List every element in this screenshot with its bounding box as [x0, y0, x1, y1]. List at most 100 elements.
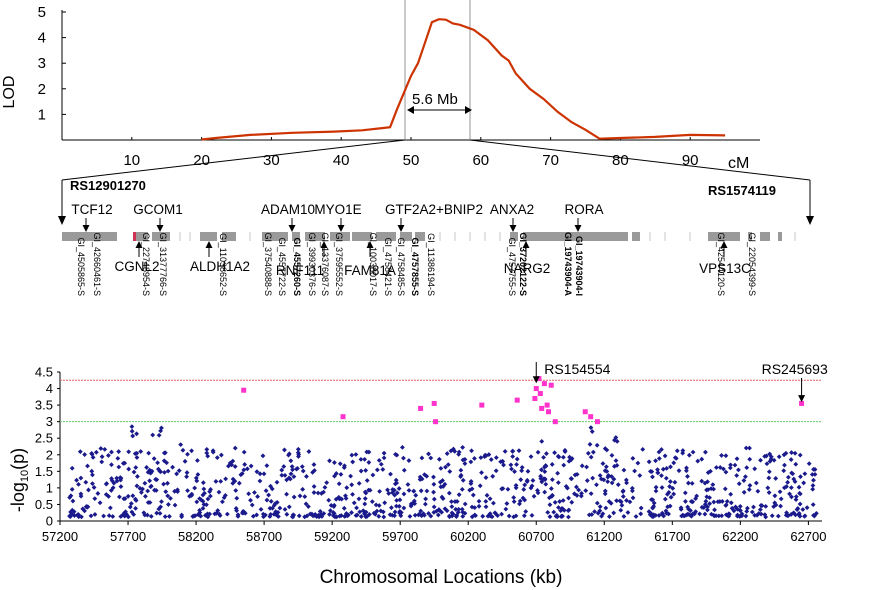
- background-snp-point: [632, 468, 638, 474]
- background-snp-point: [274, 479, 280, 485]
- chromosome-segment: [748, 232, 752, 241]
- background-snp-point: [126, 466, 132, 472]
- background-snp-point: [85, 463, 90, 469]
- snp-annotations: RS154554 RS245693: [532, 361, 828, 403]
- background-snp-point: [264, 463, 270, 469]
- gene-label-above: MYO1E: [314, 202, 361, 217]
- chromosome-segment: [292, 232, 300, 241]
- background-snp-point: [483, 475, 489, 480]
- background-snp-point: [542, 477, 548, 483]
- background-snp-point: [560, 498, 566, 503]
- probe-label: GI_37595552-S: [334, 232, 344, 296]
- background-snp-point: [561, 462, 567, 468]
- background-snp-point: [521, 487, 527, 492]
- background-snp-point: [444, 451, 450, 456]
- background-snp-point: [460, 477, 466, 483]
- background-snp-point: [363, 468, 369, 473]
- background-snp-point: [743, 513, 749, 519]
- background-snp-point: [798, 474, 803, 480]
- probe-label: GI_31377766-S: [158, 232, 168, 296]
- background-snp-point: [184, 470, 190, 475]
- background-snp-point: [566, 495, 571, 501]
- background-snp-point: [590, 475, 596, 481]
- background-snp-point: [242, 462, 248, 467]
- background-snp-point: [514, 456, 520, 462]
- background-snp-point: [732, 462, 738, 468]
- background-snp-point: [769, 513, 775, 519]
- background-snp-point: [781, 452, 787, 458]
- background-snp-point: [349, 482, 355, 488]
- background-snp-point: [70, 498, 76, 504]
- background-snp-point: [685, 511, 691, 517]
- background-snp-point: [440, 496, 446, 501]
- background-snp-point: [728, 500, 734, 506]
- background-snp-point: [282, 506, 288, 512]
- background-snp-point: [716, 513, 722, 519]
- background-snp-point: [132, 451, 138, 457]
- chromosome-bar: [62, 232, 796, 241]
- background-snp-point: [618, 499, 624, 505]
- background-snp-point: [744, 508, 750, 514]
- background-snp-point: [762, 512, 768, 518]
- background-snp-point: [147, 478, 153, 484]
- background-snp-point: [809, 472, 815, 477]
- background-snp-point: [423, 496, 429, 502]
- background-snp-point: [362, 489, 368, 495]
- background-snp-point: [401, 467, 407, 473]
- lod-x-tick-label: 40: [333, 152, 350, 169]
- background-snp-point: [788, 457, 794, 462]
- background-snp-point: [272, 501, 278, 506]
- probe-label: GI_22054399-S: [747, 232, 757, 296]
- background-snp-point: [734, 473, 740, 478]
- background-snp-point: [426, 451, 431, 457]
- background-snp-point: [726, 513, 732, 519]
- background-snp-point: [785, 479, 791, 485]
- background-snp-point: [88, 513, 94, 519]
- background-snp-point: [802, 513, 807, 519]
- background-snp-point: [735, 512, 740, 518]
- background-snp-point: [148, 513, 154, 519]
- scatter-x-tick-label: 60200: [450, 529, 486, 544]
- background-snp-point: [146, 450, 152, 456]
- background-snp-point: [266, 492, 272, 498]
- background-snp-point: [192, 485, 198, 491]
- background-snp-point: [568, 476, 574, 481]
- background-snp-point: [401, 505, 407, 511]
- background-snp-point: [599, 513, 604, 519]
- background-snp-point: [478, 455, 484, 461]
- background-snp-point: [248, 463, 254, 469]
- background-snp-point: [553, 513, 559, 519]
- background-snp-point: [406, 458, 412, 463]
- background-snp-point: [690, 449, 696, 455]
- background-snp-point: [460, 445, 466, 450]
- background-snp-point: [135, 474, 140, 479]
- lod-ylabel: LOD: [1, 76, 18, 109]
- background-snp-point: [327, 508, 333, 514]
- scatter-y-tick-label: 1.5: [35, 464, 53, 479]
- background-snp-point: [252, 490, 257, 495]
- background-snp-point: [768, 456, 774, 462]
- background-snp-point: [531, 493, 537, 499]
- background-snp-point: [337, 461, 343, 467]
- background-snp-point: [504, 501, 510, 506]
- background-snp-point: [584, 464, 589, 470]
- background-snp-point: [746, 487, 752, 492]
- gene-label-above: TCF12: [71, 202, 112, 217]
- significant-snp-point: [541, 381, 547, 387]
- probe-label: GI_42660461-S: [92, 232, 102, 296]
- background-snp-point: [682, 490, 688, 496]
- significant-snp-point: [594, 419, 600, 425]
- background-snp-point: [653, 458, 658, 464]
- background-snp-point: [284, 511, 290, 517]
- background-snp-point: [162, 514, 168, 520]
- background-snp-point: [129, 424, 135, 430]
- scatter-y-tick-label: 2.5: [35, 431, 53, 446]
- chromosome-segment: [400, 232, 412, 241]
- background-snp-point: [719, 513, 725, 519]
- background-snp-point: [214, 455, 220, 461]
- background-snp-point: [681, 513, 687, 519]
- probe-label: GI_4557722-S: [277, 237, 287, 296]
- background-snp-point: [232, 445, 238, 451]
- background-snp-point: [468, 479, 474, 484]
- background-snp-point: [506, 513, 512, 519]
